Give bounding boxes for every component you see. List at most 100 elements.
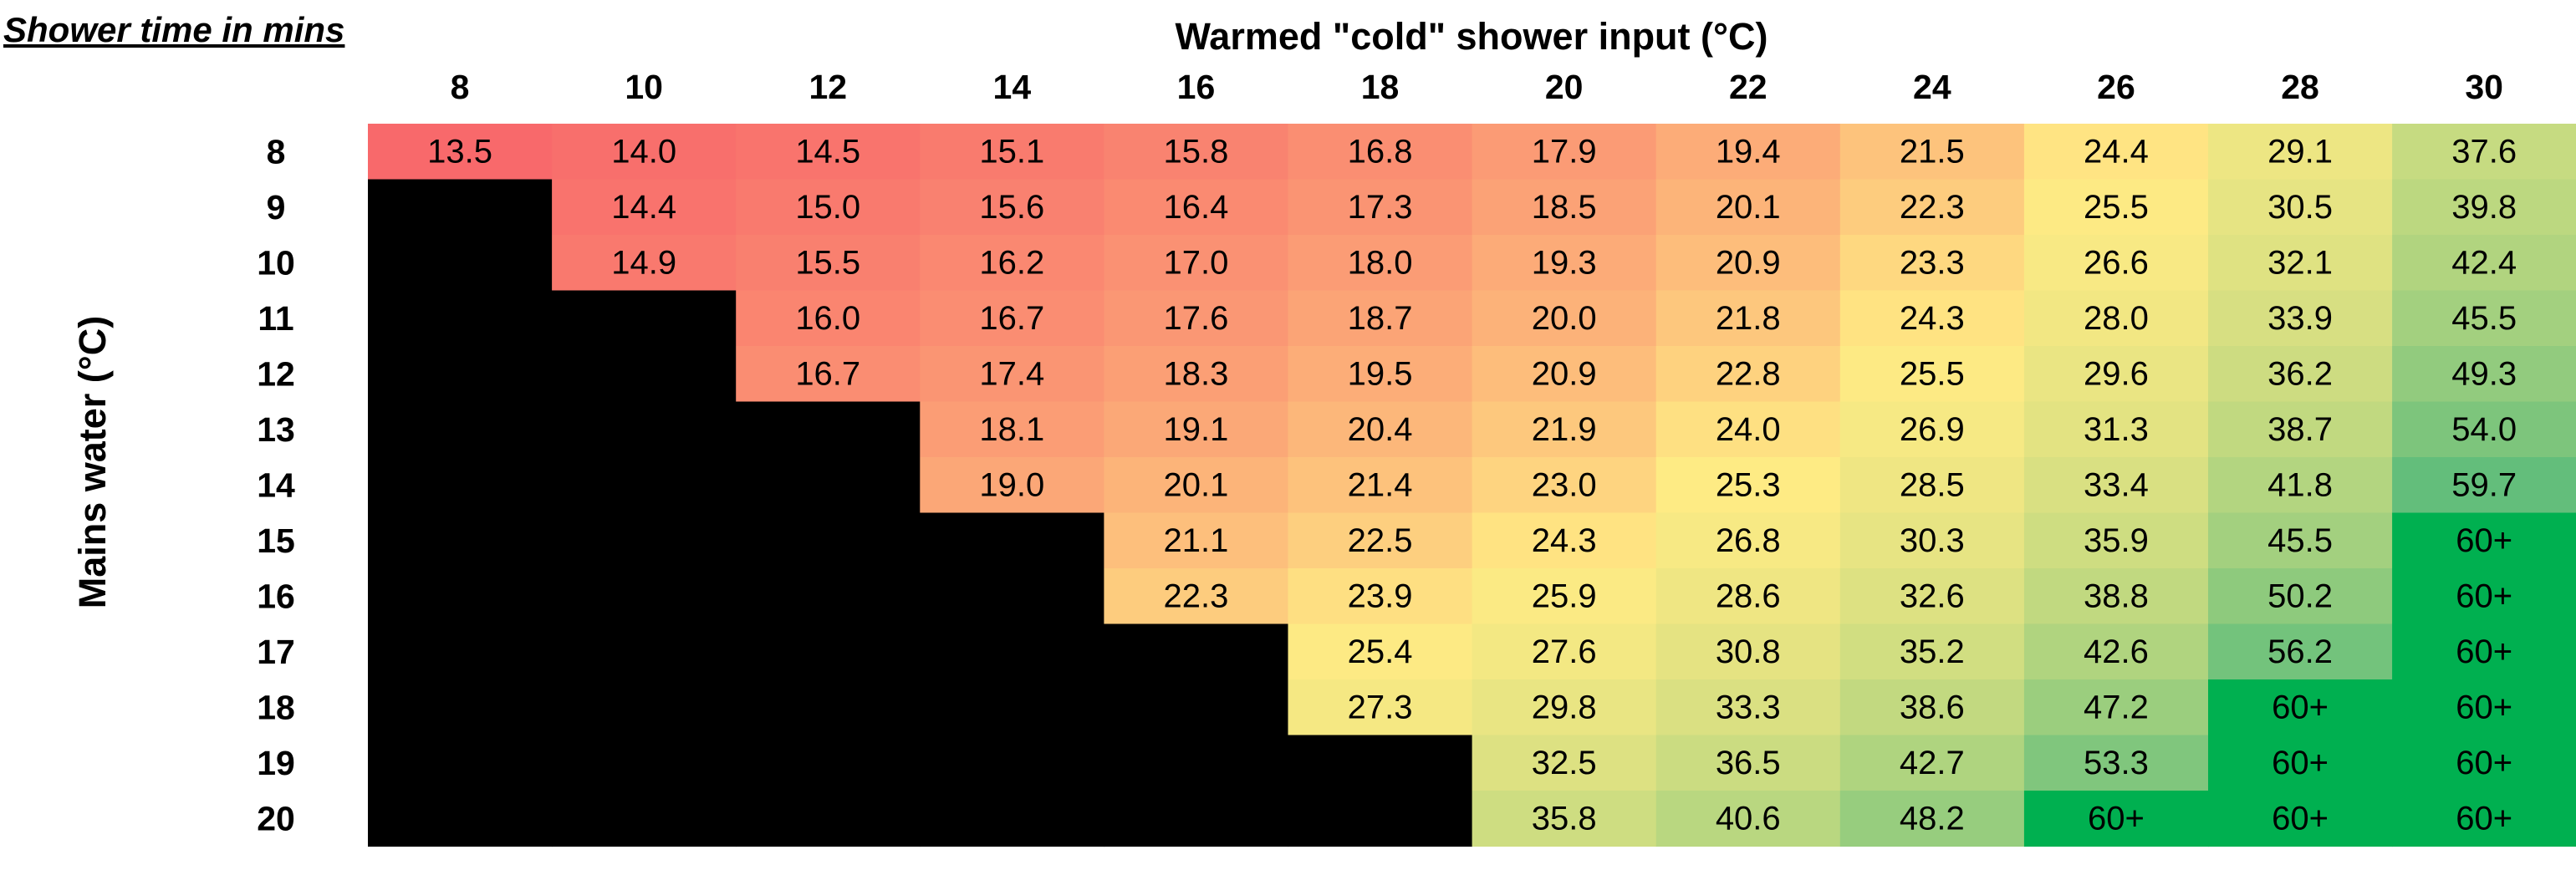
- heatmap-cell: [2208, 290, 2393, 347]
- heatmap-cell: [2208, 346, 2393, 403]
- y-tick-label: 13: [257, 410, 295, 449]
- x-tick-label: 24: [1913, 68, 1951, 106]
- cell-value-label: 22.8: [1716, 355, 1781, 392]
- heatmap-cell: [736, 124, 921, 181]
- cell-value-label: 28.6: [1716, 577, 1781, 614]
- heatmap-cell: [2392, 346, 2576, 403]
- heatmap-cell: [1104, 401, 1289, 458]
- heatmap-cell: [1472, 791, 1657, 847]
- heatmap-cell: [1104, 346, 1289, 403]
- cell-value-label: 16.8: [1348, 133, 1413, 170]
- heatmap-cell: [2023, 235, 2209, 292]
- cell-value-label: 22.5: [1348, 522, 1413, 559]
- heatmap-cell: [2392, 791, 2576, 847]
- cell-value-label: 21.9: [1532, 411, 1597, 448]
- cell-value-label: 19.4: [1716, 133, 1781, 170]
- cell-value-label: 38.7: [2267, 411, 2333, 448]
- cell-value-label: 60+: [2456, 577, 2512, 614]
- x-tick-label: 14: [993, 68, 1032, 106]
- cell-value-label: 60+: [2456, 522, 2512, 559]
- heatmap-cell: [2023, 623, 2209, 680]
- heatmap-empty-cell: [552, 457, 737, 514]
- heatmap-cell: [2023, 179, 2209, 236]
- heatmap-cell: [1839, 735, 2025, 791]
- cell-value-label: 15.1: [979, 133, 1044, 170]
- heatmap-cell: [1288, 457, 1473, 514]
- heatmap-cell: [1839, 346, 2025, 403]
- heatmap-empty-cell: [1104, 623, 1289, 680]
- heatmap-empty-cell: [368, 457, 553, 514]
- heatmap-cell: [1472, 568, 1657, 625]
- x-tick-label: 8: [451, 68, 470, 106]
- heatmap-empty-cell: [736, 512, 921, 569]
- y-tick-label: 16: [257, 577, 295, 615]
- heatmap-cell: [1655, 568, 1841, 625]
- cell-value-label: 29.6: [2084, 355, 2149, 392]
- heatmap-cell: [1655, 290, 1841, 347]
- cell-value-label: 15.5: [795, 244, 860, 281]
- cell-value-label: 48.2: [1900, 800, 1965, 837]
- cell-value-label: 22.3: [1164, 577, 1229, 614]
- heatmap-cell: [2392, 124, 2576, 181]
- cell-value-label: 35.9: [2084, 522, 2149, 559]
- heatmap-empty-cell: [368, 235, 553, 292]
- heatmap-cell: [2023, 457, 2209, 514]
- cell-value-label: 60+: [2272, 689, 2329, 725]
- heatmap-grid: [368, 124, 2576, 847]
- cell-value-label: 24.4: [2084, 133, 2149, 170]
- heatmap-cell: [1104, 512, 1289, 569]
- cell-value-label: 38.8: [2084, 577, 2149, 614]
- cell-value-label: 23.3: [1900, 244, 1965, 281]
- cell-value-label: 16.2: [979, 244, 1044, 281]
- heatmap-empty-cell: [736, 735, 921, 791]
- y-tick-label: 11: [258, 299, 293, 338]
- cell-value-label: 41.8: [2267, 466, 2333, 503]
- cell-value-label: 25.3: [1716, 466, 1781, 503]
- heatmap-cell: [2392, 735, 2576, 791]
- heatmap-empty-cell: [736, 568, 921, 625]
- heatmap-cell: [2392, 568, 2576, 625]
- cell-value-label: 32.6: [1900, 577, 1965, 614]
- heatmap-cell: [1839, 124, 2025, 181]
- heatmap-cell: [1288, 512, 1473, 569]
- cell-value-label: 30.3: [1900, 522, 1965, 559]
- cell-value-label: 32.5: [1532, 745, 1597, 781]
- heatmap-cell: [368, 124, 553, 181]
- x-axis-title: Warmed "cold" shower input (°C): [1175, 15, 1768, 58]
- cell-value-label: 30.5: [2267, 189, 2333, 226]
- cell-value-label: 45.5: [2267, 522, 2333, 559]
- heatmap-cell: [1655, 401, 1841, 458]
- cell-value-label: 20.0: [1532, 300, 1597, 337]
- heatmap-cell: [2023, 735, 2209, 791]
- cell-value-label: 37.6: [2451, 133, 2517, 170]
- cell-value-label: 28.0: [2084, 300, 2149, 337]
- cell-value-label: 42.6: [2084, 633, 2149, 670]
- heatmap-cell: [1839, 512, 2025, 569]
- heatmap-empty-cell: [920, 568, 1104, 625]
- heatmap-cell: [2023, 346, 2209, 403]
- heatmap-labels: 8 10 12 14 16 18 20 22 24 26 28 30 8 9 10 11 12 13 14 15 16 1…: [257, 68, 2517, 837]
- cell-value-label: 33.9: [2267, 300, 2333, 337]
- heatmap-cell: [2392, 235, 2576, 292]
- heatmap-cell: [2392, 623, 2576, 680]
- cell-value-label: 33.4: [2084, 466, 2149, 503]
- heatmap-cell: [1104, 124, 1289, 181]
- cell-value-label: 20.1: [1164, 466, 1229, 503]
- cell-value-label: 27.3: [1348, 689, 1413, 725]
- heatmap-cell: [2208, 179, 2393, 236]
- cell-value-label: 18.7: [1348, 300, 1413, 337]
- cell-value-label: 25.5: [2084, 189, 2149, 226]
- heatmap-empty-cell: [552, 735, 737, 791]
- corner-note: Shower time in mins: [3, 10, 345, 49]
- heatmap-empty-cell: [552, 512, 737, 569]
- heatmap-cell: [1472, 679, 1657, 736]
- heatmap-cell: [920, 401, 1104, 458]
- cell-value-label: 17.4: [979, 355, 1044, 392]
- heatmap-cell: [1839, 457, 2025, 514]
- heatmap-cell: [1104, 235, 1289, 292]
- cell-value-label: 59.7: [2451, 466, 2517, 503]
- heatmap-cell: [736, 235, 921, 292]
- heatmap-cell: [2208, 401, 2393, 458]
- cell-value-label: 36.5: [1716, 745, 1781, 781]
- cell-value-label: 24.3: [1532, 522, 1597, 559]
